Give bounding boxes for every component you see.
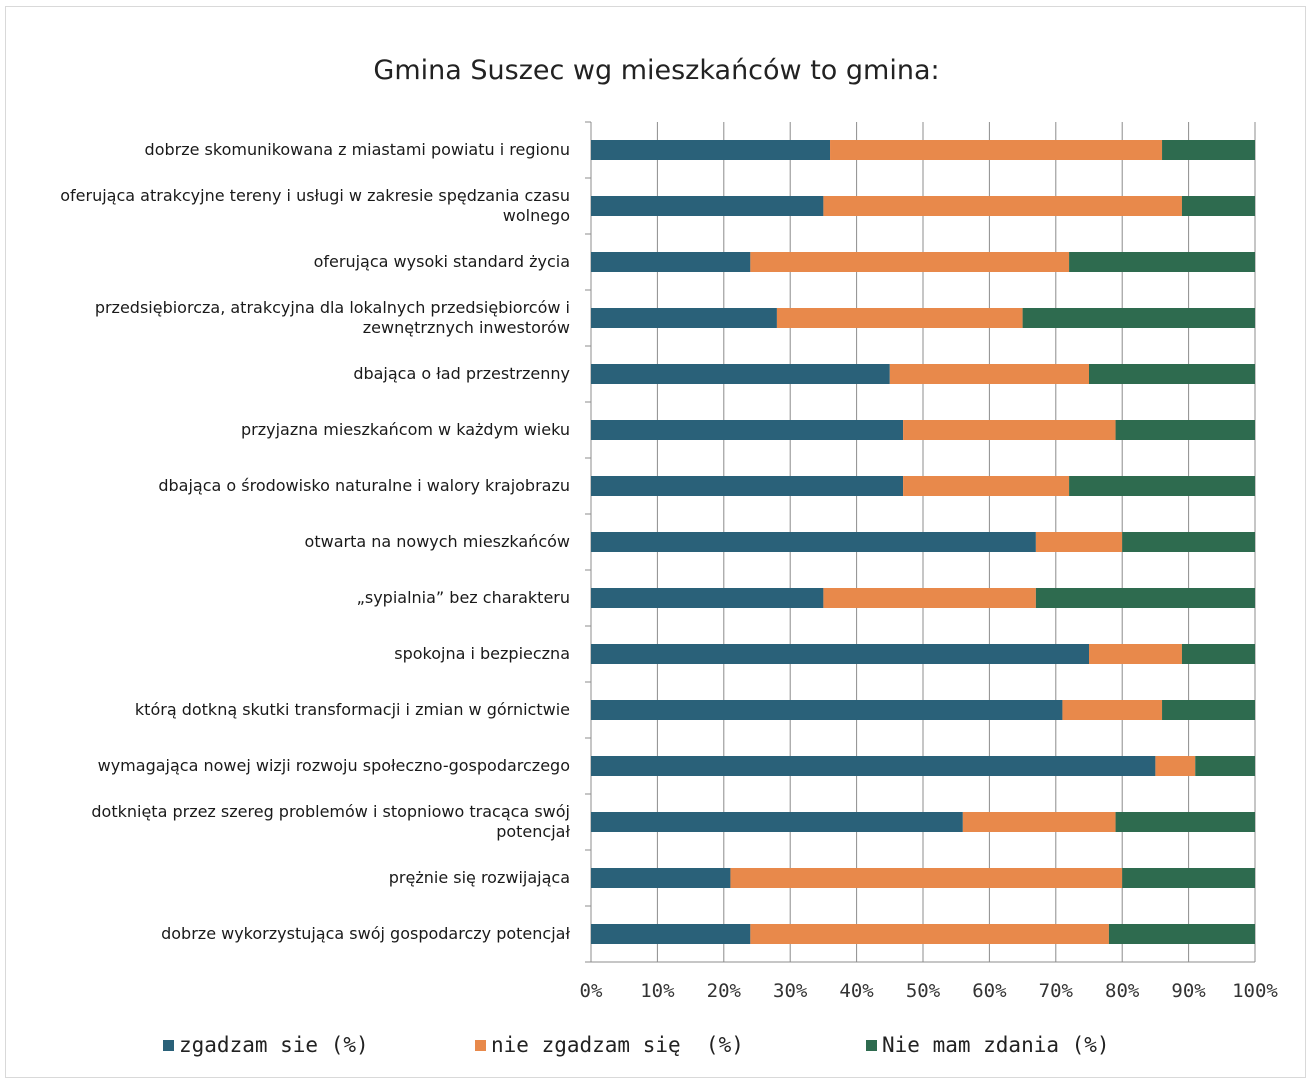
x-tick-label: 10% (640, 980, 675, 1002)
legend-item: Nie mam zdania (%) (866, 1033, 1110, 1057)
bar-segment (1122, 532, 1255, 552)
x-tick-label: 100% (1232, 980, 1278, 1002)
bar-segment (1062, 700, 1163, 720)
chart-legend: zgadzam sie (%) nie zgadzam się (%) Nie ma… (0, 1033, 1309, 1063)
category-label: oferująca atrakcyjne tereny i usługi w z… (60, 186, 570, 205)
bar-segment (591, 140, 831, 160)
bar-segment (591, 756, 1156, 776)
bar-segment (1115, 812, 1255, 832)
category-label: dotknięta przez szereg problemów i stopn… (91, 802, 570, 821)
x-tick-label: 0% (580, 980, 603, 1002)
x-tick-label: 70% (1039, 980, 1074, 1002)
category-label: wolnego (503, 206, 570, 225)
chart-title: Gmina Suszec wg mieszkańców to gmina: (373, 55, 940, 86)
bar-segment (591, 868, 731, 888)
bar-segment (1035, 532, 1123, 552)
bar-segment (591, 924, 751, 944)
category-label: dobrze skomunikowana z miastami powiatu … (145, 140, 570, 159)
category-label: dbająca o środowisko naturalne i walory … (158, 476, 570, 495)
category-label: „sypialnia” bez charakteru (357, 588, 570, 607)
category-label: przedsiębiorcza, atrakcyjna dla lokalnyc… (95, 298, 570, 317)
legend-label: Nie mam zdania (%) (882, 1033, 1110, 1057)
x-tick-label: 30% (773, 980, 808, 1002)
bar-segment (591, 700, 1063, 720)
bar-segment (776, 308, 1023, 328)
bar-segment (591, 364, 890, 384)
bar-segment (1162, 700, 1255, 720)
bar-segment (591, 476, 904, 496)
bar-segment (903, 420, 1116, 440)
bar-segment (1035, 588, 1255, 608)
bar-segment (1155, 756, 1196, 776)
bar-segment (1108, 924, 1255, 944)
bar-segment (750, 252, 1070, 272)
x-tick-label: 40% (839, 980, 874, 1002)
bar-segment (1162, 140, 1255, 160)
category-label: przyjazna mieszkańcom w każdym wieku (241, 420, 570, 439)
category-label: dbająca o ład przestrzenny (353, 364, 570, 383)
x-tick-label: 60% (972, 980, 1007, 1002)
legend-label: nie zgadzam się (%) (491, 1033, 744, 1057)
category-label: prężnie się rozwijająca (389, 868, 570, 887)
bar-segment (591, 644, 1089, 664)
bar-segment (750, 924, 1109, 944)
bar-segment (1089, 364, 1255, 384)
bar-segment (1181, 644, 1255, 664)
bar-segment (591, 420, 904, 440)
bar-segment (591, 252, 751, 272)
bar-segment (1069, 476, 1255, 496)
bar-segment (591, 532, 1036, 552)
bar-segment (962, 812, 1116, 832)
category-label: potencjał (496, 822, 570, 841)
legend-item: zgadzam sie (%) (163, 1033, 369, 1057)
bar-segment (591, 812, 963, 832)
bar-segment (591, 196, 824, 216)
bar-segment (1022, 308, 1255, 328)
category-label: którą dotkną skutki transformacji i zmia… (135, 700, 570, 719)
x-tick-label: 50% (906, 980, 941, 1002)
bar-segment (1069, 252, 1255, 272)
x-tick-label: 90% (1171, 980, 1206, 1002)
bar-segment (1115, 420, 1255, 440)
category-label: spokojna i bezpieczna (394, 644, 570, 663)
category-label: otwarta na nowych mieszkańców (305, 532, 570, 551)
bar-segment (823, 588, 1036, 608)
bar-segment (1122, 868, 1255, 888)
legend-swatch (163, 1039, 174, 1051)
category-label: dobrze wykorzystująca swój gospodarczy p… (161, 924, 570, 943)
bar-segment (591, 588, 824, 608)
bar-segment (823, 196, 1182, 216)
bar-segment (730, 868, 1123, 888)
bar-segment (1181, 196, 1255, 216)
legend-label: zgadzam sie (%) (179, 1033, 369, 1057)
bar-segment (830, 140, 1163, 160)
bar-segment (889, 364, 1089, 384)
bar-segment (1089, 644, 1182, 664)
legend-item: nie zgadzam się (%) (475, 1033, 744, 1057)
category-label: zewnętrznych inwestorów (363, 318, 570, 337)
x-tick-label: 20% (707, 980, 742, 1002)
legend-swatch (475, 1039, 486, 1051)
bar-segment (1195, 756, 1255, 776)
category-label: wymagająca nowej wizji rozwoju społeczno… (98, 756, 570, 775)
bar-segment (591, 308, 777, 328)
category-label: oferująca wysoki standard życia (314, 252, 570, 271)
x-tick-label: 80% (1105, 980, 1140, 1002)
legend-swatch (866, 1039, 877, 1051)
bar-segment (903, 476, 1070, 496)
